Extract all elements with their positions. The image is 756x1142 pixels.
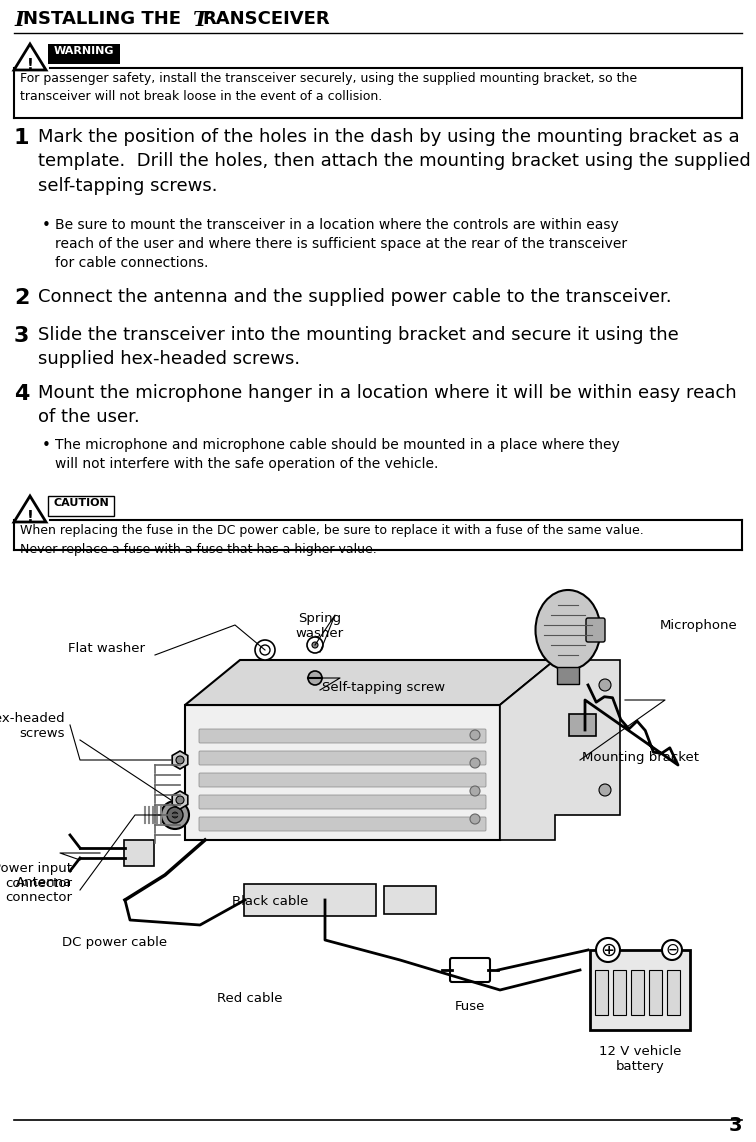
Circle shape <box>470 730 480 740</box>
Text: Connect the antenna and the supplied power cable to the transceiver.: Connect the antenna and the supplied pow… <box>38 288 671 306</box>
Circle shape <box>470 814 480 825</box>
Circle shape <box>308 671 322 685</box>
Text: Flat washer: Flat washer <box>68 642 145 654</box>
Text: For passenger safety, install the transceiver securely, using the supplied mount: For passenger safety, install the transc… <box>20 72 637 104</box>
Text: Be sure to mount the transceiver in a location where the controls are within eas: Be sure to mount the transceiver in a lo… <box>55 218 627 270</box>
Polygon shape <box>14 45 46 70</box>
Text: Microphone: Microphone <box>660 619 738 632</box>
FancyBboxPatch shape <box>199 817 486 831</box>
Circle shape <box>596 938 620 962</box>
FancyBboxPatch shape <box>450 958 490 982</box>
Text: The microphone and microphone cable should be mounted in a place where they
will: The microphone and microphone cable shou… <box>55 439 620 471</box>
Polygon shape <box>14 496 46 522</box>
FancyBboxPatch shape <box>649 970 662 1015</box>
Text: DC power cable: DC power cable <box>63 936 168 949</box>
Circle shape <box>176 796 184 804</box>
FancyBboxPatch shape <box>199 729 486 743</box>
Text: CAUTION: CAUTION <box>53 498 109 508</box>
FancyBboxPatch shape <box>595 970 608 1015</box>
FancyBboxPatch shape <box>384 886 436 914</box>
Text: ⊕: ⊕ <box>600 941 616 959</box>
Text: I: I <box>14 10 23 30</box>
Text: 3: 3 <box>729 1116 742 1135</box>
Text: Power input
connector: Power input connector <box>0 862 72 890</box>
Polygon shape <box>172 791 187 809</box>
Polygon shape <box>500 660 555 841</box>
Text: RANSCEIVER: RANSCEIVER <box>202 10 330 29</box>
Text: Spring
washer: Spring washer <box>296 612 344 640</box>
Circle shape <box>470 786 480 796</box>
Circle shape <box>662 940 682 960</box>
Text: Mount the microphone hanger in a location where it will be within easy reach
of : Mount the microphone hanger in a locatio… <box>38 384 736 426</box>
Text: T: T <box>192 10 207 30</box>
FancyBboxPatch shape <box>48 496 114 516</box>
Text: Black cable: Black cable <box>232 895 308 908</box>
FancyBboxPatch shape <box>667 970 680 1015</box>
Circle shape <box>599 785 611 796</box>
Text: Slide the transceiver into the mounting bracket and secure it using the
supplied: Slide the transceiver into the mounting … <box>38 325 679 369</box>
Text: When replacing the fuse in the DC power cable, be sure to replace it with a fuse: When replacing the fuse in the DC power … <box>20 524 644 555</box>
Polygon shape <box>500 660 620 841</box>
Text: WARNING: WARNING <box>54 46 114 56</box>
FancyBboxPatch shape <box>199 751 486 765</box>
Text: Red cable: Red cable <box>217 992 283 1005</box>
Circle shape <box>312 642 318 648</box>
Text: •: • <box>42 218 51 233</box>
Text: !: ! <box>26 57 33 72</box>
Text: Mounting bracket: Mounting bracket <box>582 751 699 764</box>
Circle shape <box>260 645 270 656</box>
Ellipse shape <box>535 590 600 670</box>
FancyBboxPatch shape <box>557 667 579 684</box>
Text: Self-tapping screw: Self-tapping screw <box>322 682 445 694</box>
FancyBboxPatch shape <box>613 970 626 1015</box>
FancyBboxPatch shape <box>199 795 486 809</box>
Text: Fuse: Fuse <box>455 1000 485 1013</box>
Polygon shape <box>185 705 500 841</box>
Polygon shape <box>172 751 187 769</box>
Circle shape <box>176 756 184 764</box>
Circle shape <box>255 640 275 660</box>
Text: Antenna
connector: Antenna connector <box>5 876 72 904</box>
FancyBboxPatch shape <box>631 970 644 1015</box>
Text: Hex-headed
screws: Hex-headed screws <box>0 711 65 740</box>
FancyBboxPatch shape <box>124 841 154 866</box>
Text: 2: 2 <box>14 288 29 308</box>
Text: 3: 3 <box>14 325 29 346</box>
Text: ⊖: ⊖ <box>665 941 679 959</box>
Circle shape <box>167 807 183 823</box>
Text: Mark the position of the holes in the dash by using the mounting bracket as a
te: Mark the position of the holes in the da… <box>38 128 751 194</box>
FancyBboxPatch shape <box>48 45 120 64</box>
Circle shape <box>599 679 611 691</box>
FancyBboxPatch shape <box>569 714 596 735</box>
Text: 12 V vehicle
battery: 12 V vehicle battery <box>599 1045 681 1073</box>
Text: 1: 1 <box>14 128 29 148</box>
FancyBboxPatch shape <box>199 773 486 787</box>
Polygon shape <box>185 660 555 705</box>
FancyBboxPatch shape <box>590 950 690 1030</box>
FancyBboxPatch shape <box>244 884 376 916</box>
Text: 4: 4 <box>14 384 29 404</box>
Circle shape <box>161 801 189 829</box>
Text: NSTALLING THE: NSTALLING THE <box>23 10 187 29</box>
Text: •: • <box>42 439 51 453</box>
FancyBboxPatch shape <box>586 618 605 642</box>
Text: !: ! <box>26 509 33 524</box>
Circle shape <box>307 637 323 653</box>
Circle shape <box>470 758 480 769</box>
Circle shape <box>172 812 178 818</box>
